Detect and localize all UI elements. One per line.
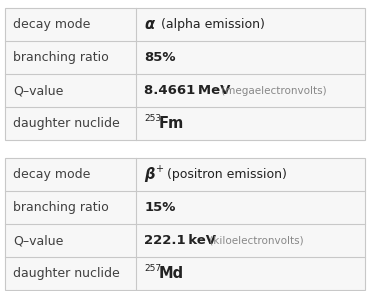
Text: α: α: [144, 17, 154, 32]
Text: 8.4661 MeV: 8.4661 MeV: [144, 84, 231, 97]
Text: (megaelectronvolts): (megaelectronvolts): [218, 86, 327, 95]
Bar: [5, 158, 365, 290]
Text: Md: Md: [158, 266, 184, 281]
Text: 85%: 85%: [144, 51, 176, 64]
Text: decay mode: decay mode: [13, 18, 90, 31]
Text: 15%: 15%: [144, 201, 176, 214]
Text: daughter nuclide: daughter nuclide: [13, 117, 120, 130]
Text: 257: 257: [144, 264, 162, 273]
Text: (kiloelectronvolts): (kiloelectronvolts): [206, 235, 304, 246]
Bar: [5, 158, 365, 290]
Text: branching ratio: branching ratio: [13, 201, 109, 214]
Text: Fm: Fm: [158, 116, 184, 131]
Text: 253: 253: [144, 114, 162, 123]
Text: Q–value: Q–value: [13, 234, 63, 247]
Text: daughter nuclide: daughter nuclide: [13, 267, 120, 280]
Bar: [5, 8, 365, 140]
Text: decay mode: decay mode: [13, 168, 90, 181]
Text: +: +: [155, 164, 164, 175]
Text: branching ratio: branching ratio: [13, 51, 109, 64]
Bar: [5, 8, 365, 140]
Text: (positron emission): (positron emission): [164, 168, 287, 181]
Text: Q–value: Q–value: [13, 84, 63, 97]
Text: 222.1 keV: 222.1 keV: [144, 234, 216, 247]
Text: β: β: [144, 167, 155, 182]
Text: (alpha emission): (alpha emission): [157, 18, 265, 31]
